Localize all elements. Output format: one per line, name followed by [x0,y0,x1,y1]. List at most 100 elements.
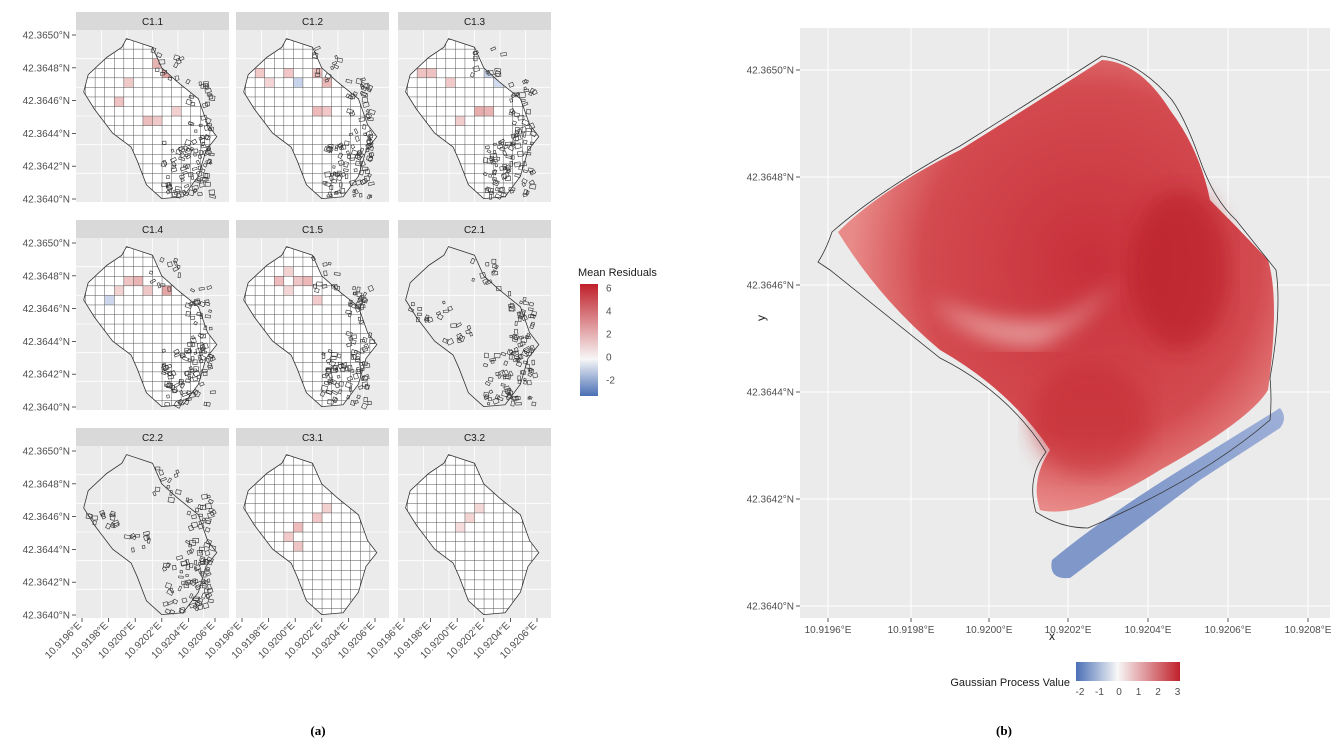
spatial-polygon [172,598,179,605]
spatial-polygon [492,142,498,147]
region-fill [405,454,539,615]
spatial-polygon [175,57,182,65]
spatial-polygon [351,149,359,156]
spatial-polygon [345,309,353,315]
y-tick-label: 42.3644°N [23,129,70,140]
spatial-polygon [455,322,462,328]
spatial-polygon [351,353,358,360]
spatial-polygon [486,402,491,406]
spatial-polygon [187,371,195,379]
spatial-polygon [332,165,336,169]
spatial-polygon [201,493,209,500]
spatial-polygon [529,87,535,95]
gp-high-area [1030,365,1150,475]
spatial-polygon [179,380,184,384]
spatial-polygon [516,357,521,364]
spatial-polygon [197,191,203,197]
spatial-polygon [446,338,455,346]
spatial-polygon [185,397,192,401]
spatial-polygon [485,145,490,150]
spatial-polygon [328,360,336,367]
spatial-polygon [513,112,520,118]
spatial-polygon [166,382,174,388]
spatial-polygon [190,288,196,293]
spatial-polygon [347,312,352,318]
region-outline [405,454,540,616]
legend-tick-label: 0 [606,353,612,364]
spatial-polygon [487,187,494,194]
spatial-polygon [499,147,505,152]
spatial-polygon [171,161,177,168]
spatial-polygon [492,169,498,175]
spatial-polygon [521,118,530,127]
spatial-polygon [487,70,494,76]
spatial-polygon [326,146,334,153]
spatial-polygon [190,174,195,181]
spatial-polygon [207,598,214,603]
spatial-polygon [203,579,209,585]
spatial-polygon [362,166,369,171]
spatial-polygon [333,397,339,404]
spatial-polygon [100,512,107,520]
spatial-polygon [368,152,373,159]
spatial-polygon [185,154,192,160]
caption-b: (b) [996,723,1012,738]
spatial-polygon [92,515,98,521]
spatial-polygons [149,257,216,409]
spatial-polygon [330,65,335,70]
spatial-polygon [493,352,501,359]
spatial-polygon [179,152,186,159]
spatial-polygon [482,171,488,177]
facet-label: C2.2 [142,433,164,444]
y-tick-label: 42.3640°N [23,403,70,414]
spatial-polygon [189,146,194,152]
spatial-polygon [171,564,177,571]
spatial-polygon [184,139,192,147]
spatial-polygon [204,87,212,94]
spatial-polygon [324,72,332,80]
spatial-polygon [185,78,191,85]
spatial-polygon [359,169,365,176]
spatial-polygon [519,300,523,305]
spatial-polygon [368,133,373,139]
spatial-polygon [105,522,112,530]
spatial-polygon [199,504,207,511]
spatial-polygon [364,168,371,175]
spatial-polygon [489,194,492,200]
x-tick-label: 10.9196°E [805,625,852,636]
spatial-polygon [442,309,449,314]
spatial-polygon [466,325,472,330]
spatial-polygon [183,582,189,589]
spatial-polygon [324,171,331,178]
spatial-polygon [330,356,337,361]
spatial-polygon [352,193,356,198]
spatial-polygon [520,126,527,133]
spatial-polygon [167,76,173,81]
spatial-polygon [324,181,332,188]
spatial-polygon [521,182,527,187]
spatial-polygon [197,523,205,530]
spatial-polygon [510,142,515,147]
spatial-polygon [203,542,211,548]
spatial-polygon [360,297,369,304]
spatial-polygon [191,166,198,171]
spatial-polygon [519,335,524,340]
spatial-polygon [174,186,182,193]
spatial-polygon [167,477,173,484]
spatial-polygon [185,147,190,152]
gaussian-process-legend: Gaussian Process Value -2 -1 0 1 2 3 [950,662,1181,698]
spatial-polygon [505,155,513,159]
spatial-polygon [192,604,198,609]
spatial-polygon [185,349,192,354]
spatial-polygon [494,394,501,401]
spatial-polygon [368,108,376,116]
spatial-polygon [179,606,186,614]
spatial-polygon [341,362,348,369]
spatial-polygon [325,358,332,364]
spatial-polygon [155,67,160,72]
spatial-polygon [198,149,204,156]
spatial-polygon [194,584,202,591]
y-tick-label: 42.3646°N [23,512,70,523]
spatial-polygon [346,108,354,115]
spatial-polygon [162,159,168,166]
